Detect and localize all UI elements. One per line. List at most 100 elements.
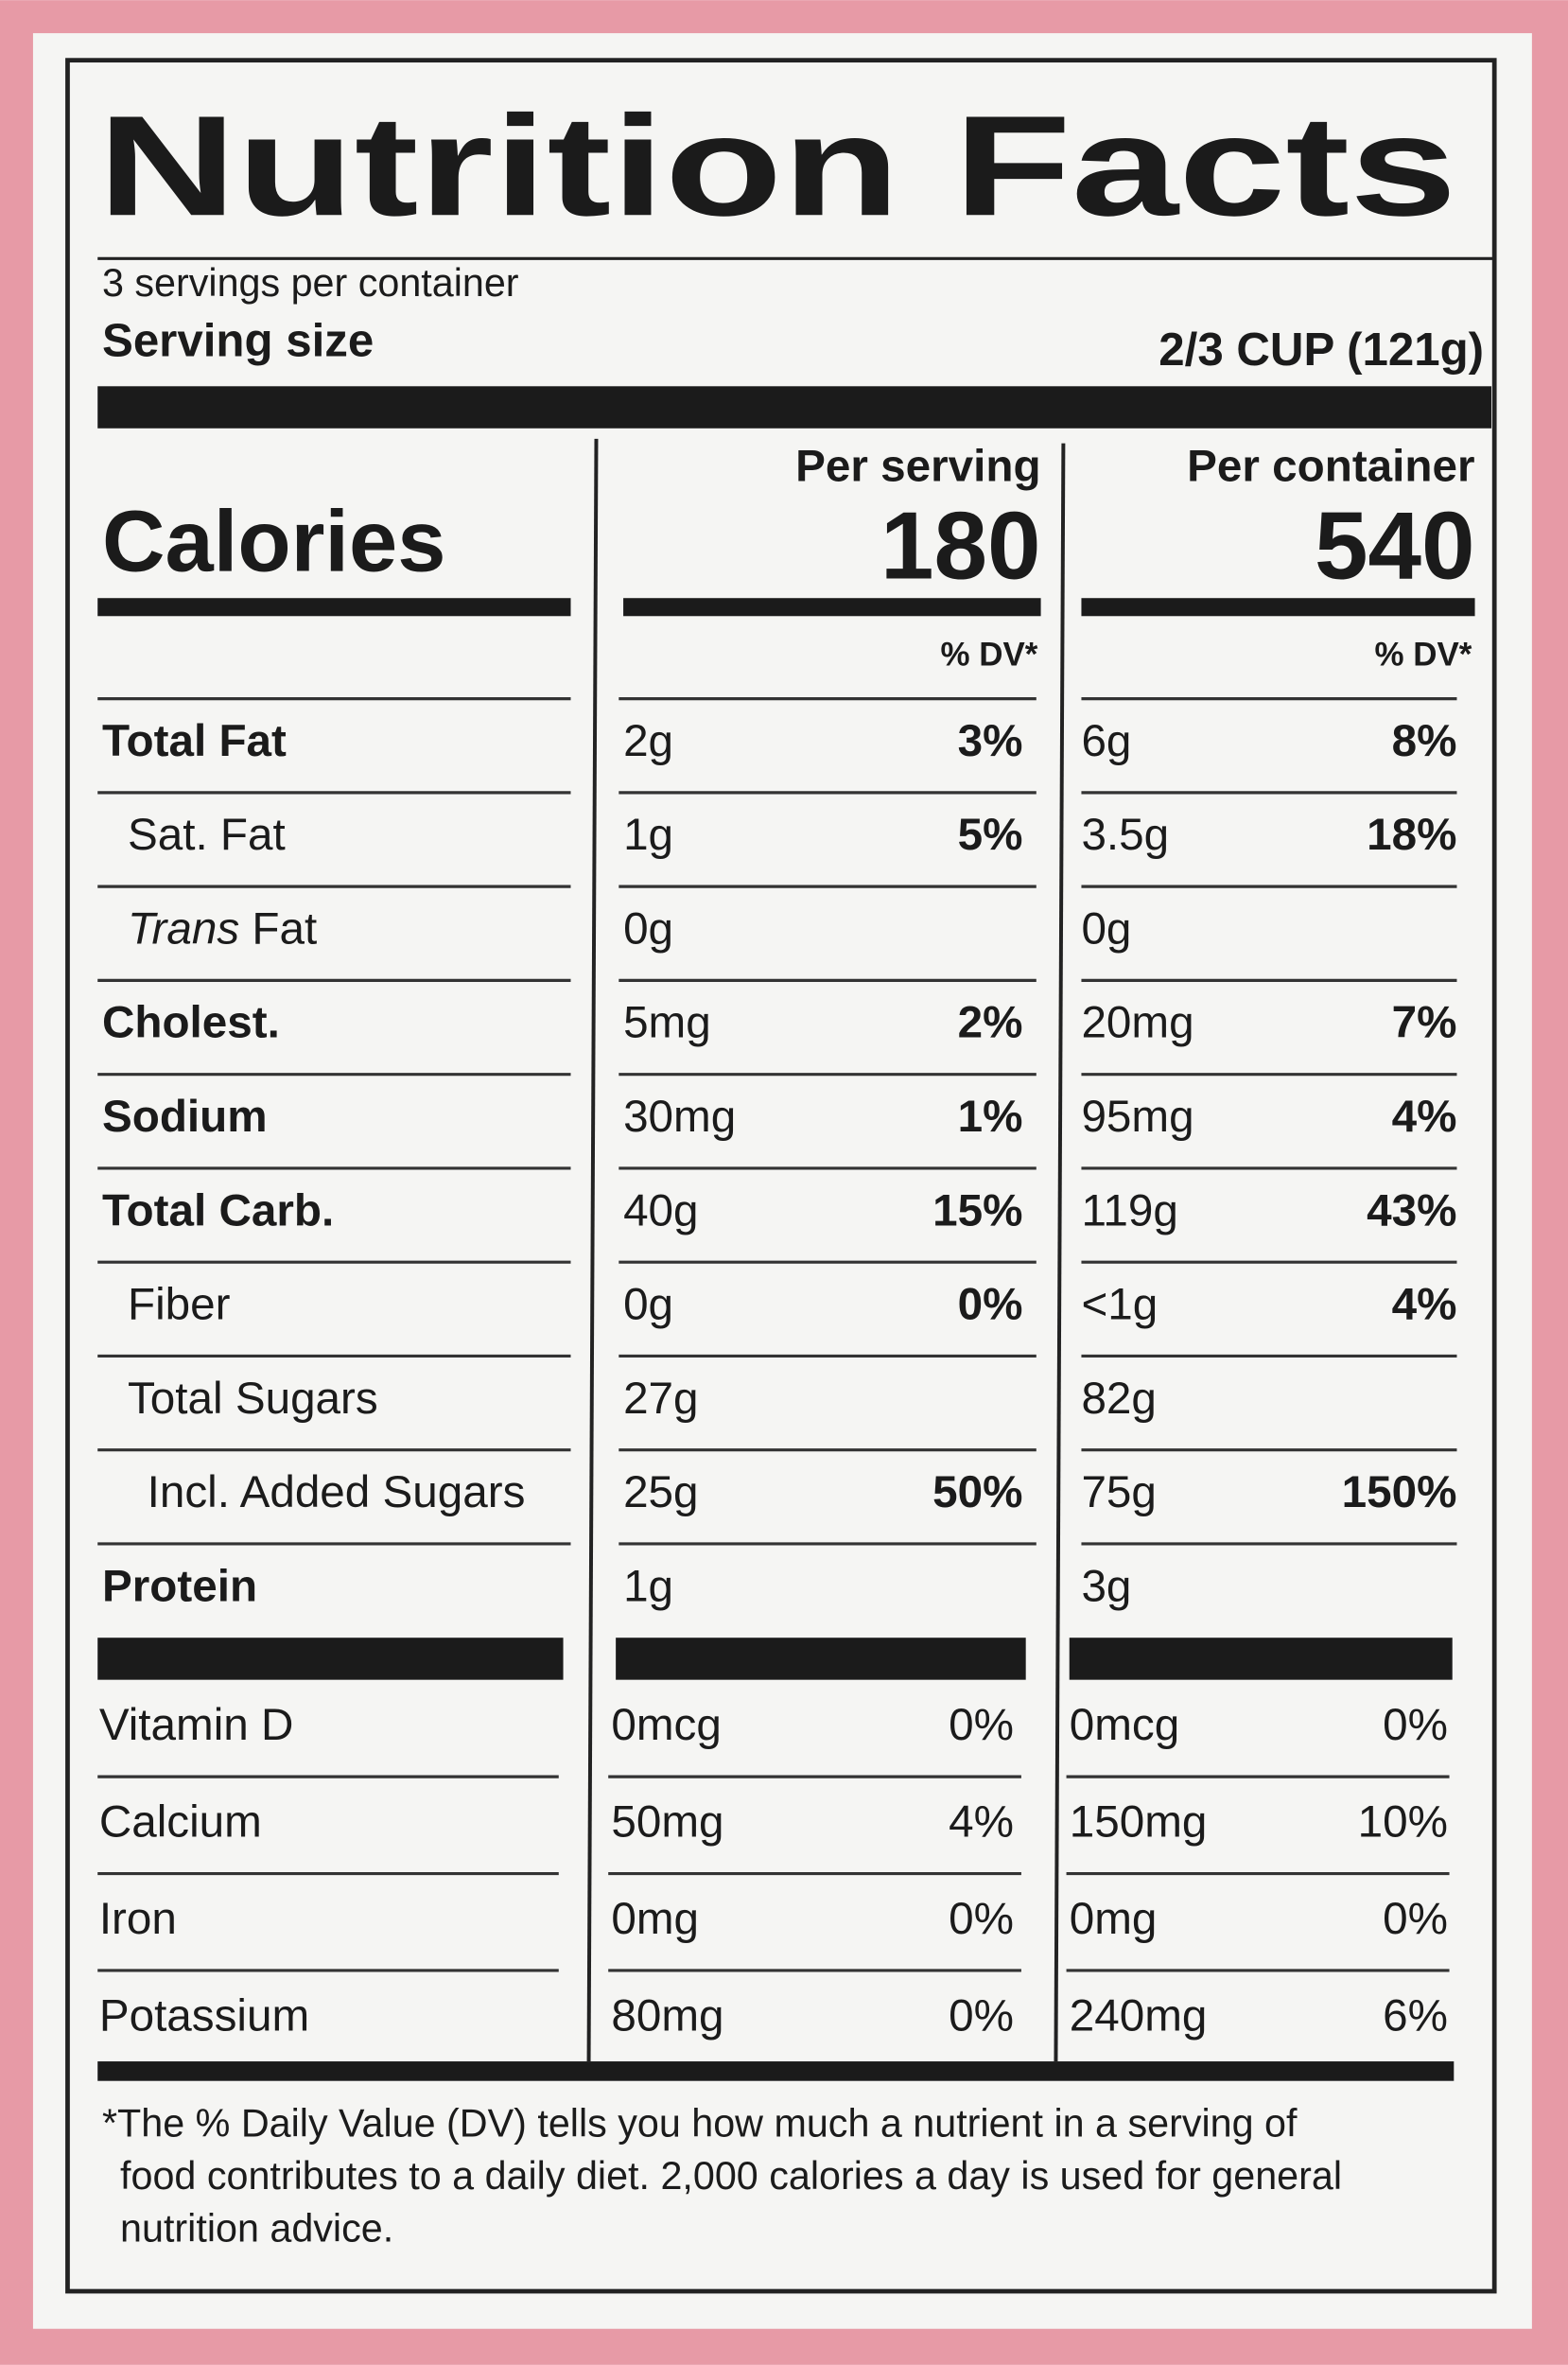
footnote: nutrition advice. [120,2207,393,2251]
daily-value: 0% [1383,1894,1448,1944]
panel [32,33,1532,2329]
amount: 5mg [623,998,711,1048]
daily-value: 18% [1367,810,1456,860]
amount: 25g [623,1467,698,1517]
daily-value: 5% [958,810,1023,860]
serving-size: 2/3 CUP (121g) [1159,324,1484,376]
dv-header: % DV* [941,637,1038,674]
servings: 3 servings per container [102,261,519,305]
nutrient-name: Trans Fat [128,903,317,954]
vitamin-name: Iron [99,1894,177,1944]
daily-value: 8% [1392,716,1457,766]
daily-value: 0% [949,1700,1014,1750]
column-heading: Per container [1187,441,1474,491]
amount: 20mg [1081,998,1193,1048]
daily-value: 10% [1358,1797,1448,1848]
thick-bar [1069,1638,1453,1680]
amount: 75g [1081,1467,1156,1517]
column-divider [586,438,599,2062]
daily-value: 1% [958,1092,1023,1142]
daily-value: 150% [1342,1467,1457,1517]
nutrient-name-italic: Trans [128,903,239,954]
daily-value: 4% [1392,1280,1457,1330]
nutrient-name-text: Sodium [102,1092,268,1142]
amount: 30mg [623,1092,736,1142]
nutrient-name-text: Total Fat [102,716,287,766]
thick-bar [97,386,1492,429]
footnote: food contributes to a daily diet. 2,000 … [120,2154,1342,2198]
amount: 0g [623,903,673,954]
amount: 0mcg [611,1700,721,1750]
nutrient-name: Incl. Added Sugars [148,1467,526,1517]
amount: 0g [1081,903,1131,954]
label-border [65,58,1497,2294]
nutrient-name-text: Fat [252,903,317,954]
nutrient-name: Total Carb. [102,1185,334,1235]
amount: 0g [623,1280,673,1330]
dv-header: % DV* [1375,637,1472,674]
nutrient-name-text: Total Carb. [102,1185,334,1235]
amount: 80mg [611,1990,723,2041]
amount: 50mg [611,1797,723,1848]
daily-value: 3% [958,716,1023,766]
amount: 119g [1081,1185,1177,1235]
bar [1081,598,1475,617]
thick-bar [97,1638,564,1680]
calories-label: Calories [102,493,445,590]
footnote: *The % Daily Value (DV) tells you how mu… [102,2101,1298,2145]
amount: 3.5g [1081,810,1169,860]
daily-value: 0% [958,1280,1023,1330]
daily-value: 15% [932,1185,1022,1235]
daily-value: 0% [1383,1700,1448,1750]
amount: 3g [1081,1561,1131,1611]
amount: 1g [623,810,673,860]
thick-bar [616,1638,1026,1680]
amount: 95mg [1081,1092,1193,1142]
amount: 150mg [1070,1797,1208,1848]
nutrient-name: Total Sugars [128,1374,378,1424]
amount: <1g [1081,1280,1158,1330]
amount: 240mg [1070,1990,1208,2041]
daily-value: 6% [1383,1990,1448,2041]
amount: 40g [623,1185,698,1235]
bar [97,598,571,617]
nutrient-name-text: Total Sugars [128,1374,378,1424]
nutrient-name: Protein [102,1561,257,1611]
nutrient-name: Sat. Fat [128,810,286,860]
column-heading: Per serving [795,441,1040,491]
nutrient-name: Sodium [102,1092,268,1142]
nutrient-name-text: Sat. Fat [128,810,286,860]
serving-size-label: Serving size [102,315,374,367]
calories-value: 180 [880,492,1041,600]
nutrient-name-text: Cholest. [102,998,280,1048]
nutrient-name-text: Fiber [128,1280,231,1330]
daily-value: 4% [949,1797,1014,1848]
daily-value: 0% [949,1894,1014,1944]
column-divider [1054,443,1066,2062]
bar [623,598,1041,617]
amount: 2g [623,716,673,766]
daily-value: 43% [1367,1185,1456,1235]
calories-value: 540 [1315,492,1475,600]
nutrient-name: Cholest. [102,998,280,1048]
vitamin-name: Potassium [99,1990,309,2041]
nutrient-name: Total Fat [102,716,287,766]
thick-bar [97,2061,1455,2081]
daily-value: 4% [1392,1092,1457,1142]
amount: 0mg [1070,1894,1158,1944]
daily-value: 0% [949,1990,1014,2041]
nutrient-name-text: Protein [102,1561,257,1611]
amount: 0mcg [1070,1700,1179,1750]
amount: 27g [623,1374,698,1424]
amount: 1g [623,1561,673,1611]
vitamin-name: Vitamin D [99,1700,294,1750]
title: Nutrition Facts [97,85,1456,245]
nutrient-name-text: Incl. Added Sugars [148,1467,526,1517]
amount: 6g [1081,716,1131,766]
amount: 82g [1081,1374,1156,1424]
vitamin-name: Calcium [99,1797,262,1848]
daily-value: 50% [932,1467,1022,1517]
daily-value: 7% [1392,998,1457,1048]
